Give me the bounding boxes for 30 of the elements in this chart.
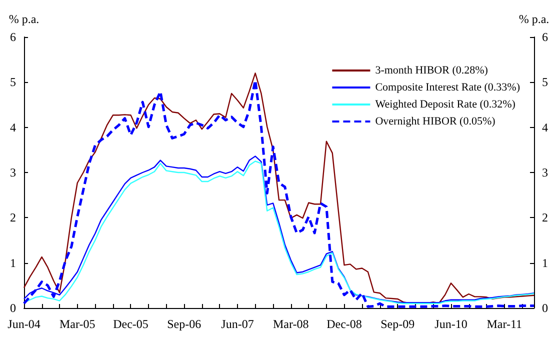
legend-label: 3-month HIBOR (0.28%) xyxy=(375,64,488,76)
x-tick-label: Jun-07 xyxy=(221,317,254,331)
x-tick-label: Jun-10 xyxy=(434,317,468,331)
y2-tick-label: 5 xyxy=(542,75,548,90)
legend-label: Composite Interest Rate (0.33%) xyxy=(375,82,520,94)
y-tick-label: 1 xyxy=(10,256,16,270)
y-tick-label: 4 xyxy=(10,120,16,134)
y2-tick-label: 2 xyxy=(542,210,548,225)
y-axis-title: % p.a. xyxy=(8,12,40,26)
x-tick-label: Mar-08 xyxy=(272,317,309,331)
y-tick-label: 2 xyxy=(10,210,16,225)
x-tick-label: Jun-04 xyxy=(8,317,40,331)
y-tick-label: 5 xyxy=(10,75,16,90)
y-tick-label: 3 xyxy=(10,166,16,180)
y2-tick-label: 3 xyxy=(542,166,548,180)
y2-tick-label: 1 xyxy=(542,256,548,270)
legend-label: Weighted Deposit Rate (0.32%) xyxy=(375,98,516,110)
x-tick-label: Mar-11 xyxy=(486,317,522,331)
x-tick-label: Dec-08 xyxy=(326,317,362,331)
legend-label: Overnight HIBOR (0.05%) xyxy=(375,116,496,128)
y2-tick-label: 4 xyxy=(542,120,548,134)
y2-axis-title: % p.a. xyxy=(518,12,550,26)
y2-tick-label: 0 xyxy=(542,301,548,315)
x-tick-label: Dec-05 xyxy=(113,317,148,331)
y2-tick-label: 6 xyxy=(542,30,548,44)
y-tick-label: 6 xyxy=(10,30,16,44)
x-tick-label: Mar-05 xyxy=(59,317,96,331)
x-tick-label: Sep-06 xyxy=(167,317,202,331)
y-tick-label: 0 xyxy=(10,301,16,315)
x-tick-label: Sep-09 xyxy=(380,317,415,331)
